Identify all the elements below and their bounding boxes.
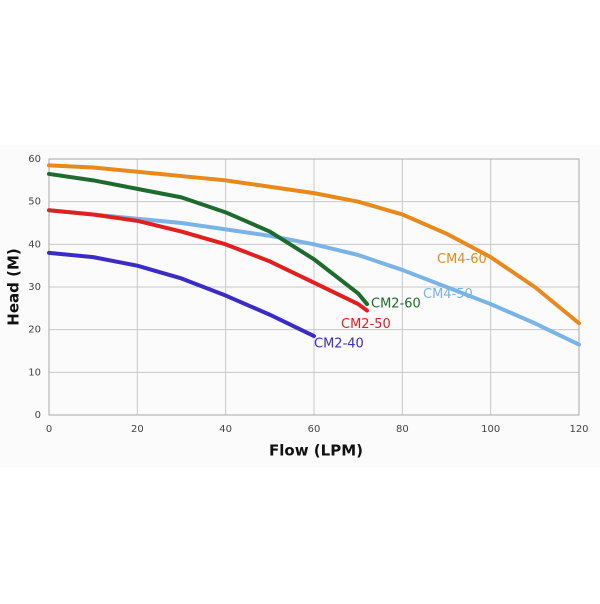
y-tick-label: 10 xyxy=(28,367,41,378)
x-tick-label: 40 xyxy=(219,424,232,435)
y-tick-label: 40 xyxy=(28,239,41,250)
series-line xyxy=(47,171,369,307)
series-line xyxy=(47,208,369,313)
series-line xyxy=(47,208,581,347)
x-tick-label: 60 xyxy=(308,424,321,435)
y-tick-label: 20 xyxy=(28,325,41,336)
x-tick-label: 0 xyxy=(46,424,52,435)
plot-frame xyxy=(48,158,580,416)
y-axis-title: Head (M) xyxy=(5,248,23,325)
series-label: CM4-60 xyxy=(437,252,487,267)
y-tick-label: 30 xyxy=(28,282,41,293)
chart-background xyxy=(0,145,600,467)
y-tick-label: 50 xyxy=(28,197,41,208)
y-tick-label: 0 xyxy=(35,410,41,421)
x-tick-label: 20 xyxy=(131,424,144,435)
x-tick-label: 120 xyxy=(569,424,588,435)
series-label: CM4-50 xyxy=(423,287,473,302)
series-label: CM2-60 xyxy=(371,297,421,312)
y-tick-label: 60 xyxy=(28,154,41,165)
x-axis-title: Flow (LPM) xyxy=(269,442,363,460)
x-tick-label: 80 xyxy=(396,424,409,435)
series-line xyxy=(47,163,581,326)
series-label: CM2-40 xyxy=(314,337,364,352)
series-line xyxy=(47,250,316,339)
x-tick-label: 100 xyxy=(481,424,500,435)
series-label: CM2-50 xyxy=(341,317,391,332)
